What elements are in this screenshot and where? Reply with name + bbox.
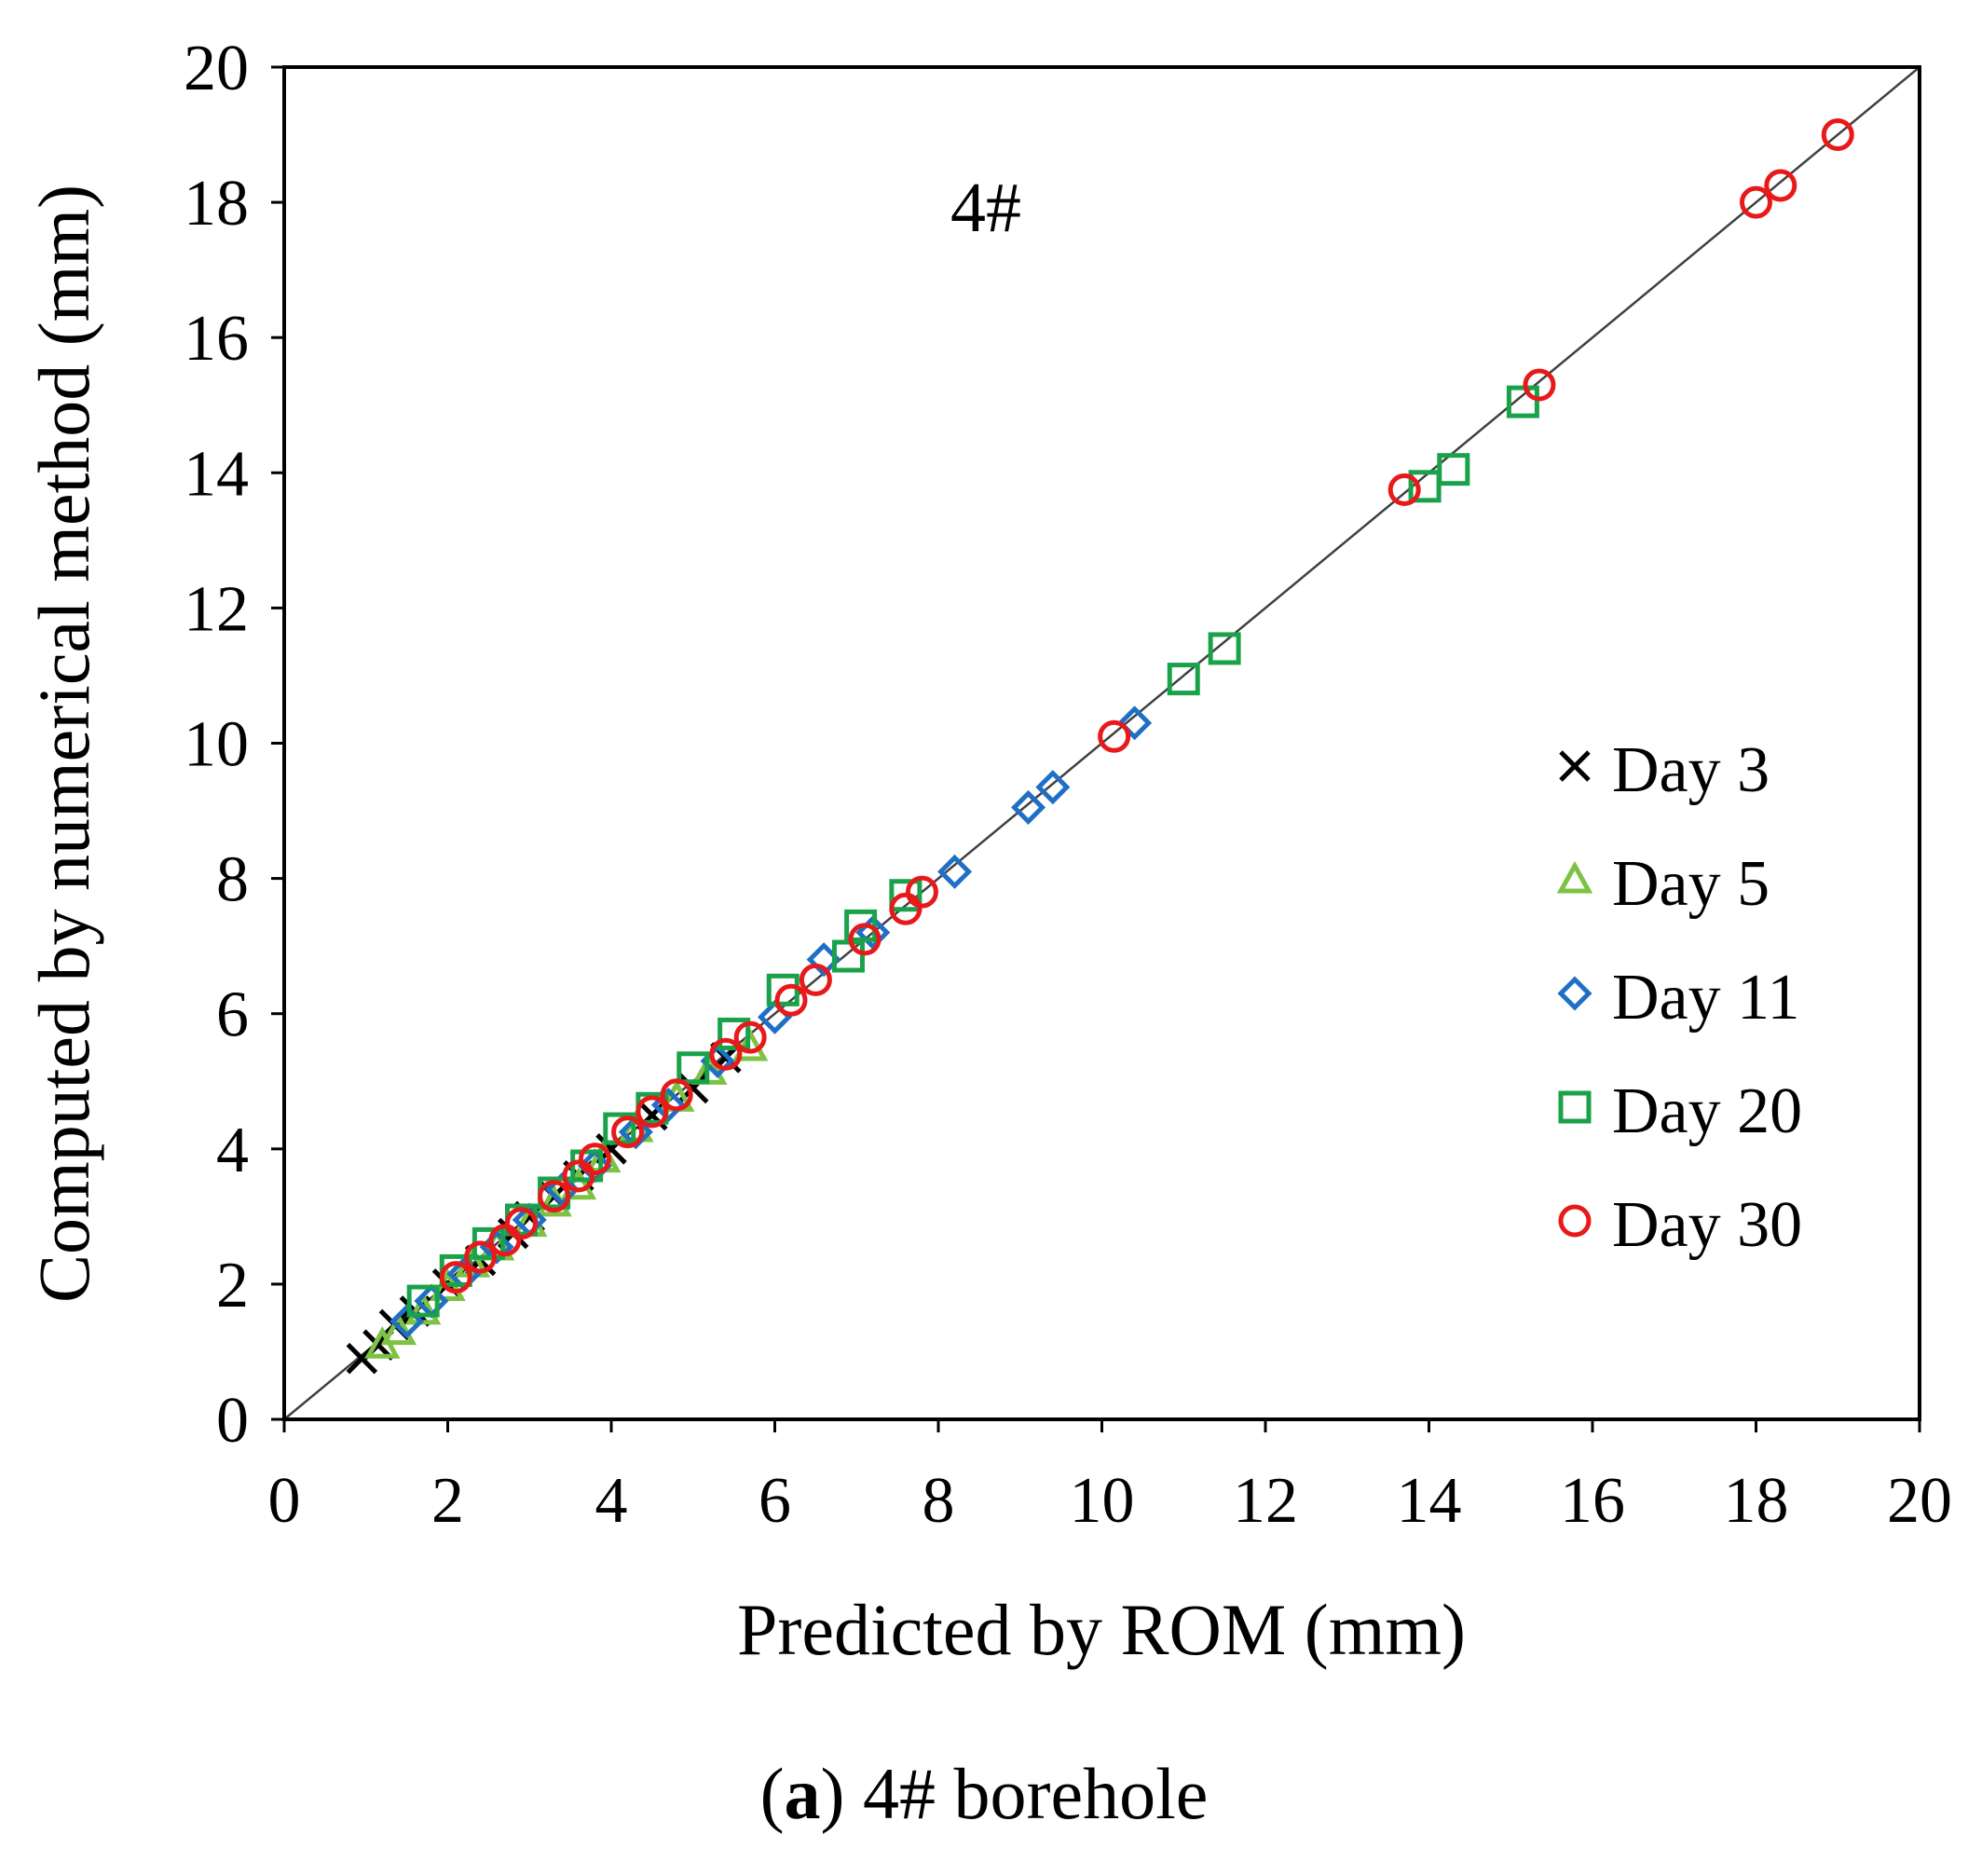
point-day-30 — [562, 1159, 595, 1193]
legend-label: Day 30 — [1612, 1189, 1802, 1261]
point-day-30 — [578, 1143, 611, 1176]
legend-item-day-11: Day 11 — [1557, 962, 1800, 1034]
x-tick-label: 8 — [922, 1465, 955, 1537]
point-day-30 — [848, 923, 882, 956]
figure-caption: (a) 4# borehole — [759, 1753, 1209, 1834]
point-day-30 — [709, 1037, 743, 1071]
legend-label: Day 5 — [1612, 848, 1770, 920]
point-day-5 — [404, 1292, 442, 1325]
x-tick-label: 14 — [1397, 1465, 1462, 1537]
point-day-30 — [660, 1078, 693, 1112]
x-tick-label: 20 — [1887, 1465, 1952, 1537]
y-tick-label: 6 — [216, 979, 249, 1051]
point-day-30 — [636, 1095, 669, 1129]
x-tick-label: 2 — [431, 1465, 464, 1537]
series-day-20 — [406, 385, 1539, 1318]
point-day-30 — [1098, 719, 1131, 753]
y-tick-label: 16 — [184, 303, 249, 375]
caption-text: 4# borehole — [863, 1753, 1209, 1834]
x-tick-label: 12 — [1233, 1465, 1298, 1537]
point-day-30 — [733, 1020, 767, 1054]
point-day-5 — [691, 1052, 728, 1085]
caption-label: a — [784, 1753, 821, 1834]
point-day-11 — [1035, 770, 1071, 805]
y-axis-ticks: 0 2 4 6 8 10 12 14 16 18 20 — [184, 33, 284, 1457]
y-tick-label: 14 — [184, 438, 249, 510]
point-day-11 — [757, 999, 793, 1034]
legend-label: Day 3 — [1612, 734, 1770, 806]
point-day-30 — [538, 1180, 571, 1213]
point-day-20 — [1506, 385, 1539, 418]
legend-item-day-3: Day 3 — [1559, 734, 1770, 806]
legend-item-day-30: Day 30 — [1558, 1189, 1802, 1261]
point-day-30 — [611, 1116, 645, 1149]
point-day-20 — [889, 879, 922, 912]
x-tick-label: 10 — [1070, 1465, 1135, 1537]
x-axis-ticks: 0 2 4 6 8 10 12 14 16 18 20 — [268, 1419, 1952, 1537]
point-day-20 — [831, 939, 865, 973]
point-day-30 — [905, 875, 938, 909]
point-day-20 — [676, 1051, 710, 1085]
legend: Day 3 Day 5 Day 11 Day 20 Day 30 — [1556, 734, 1802, 1261]
point-day-11 — [479, 1229, 514, 1265]
point-day-20 — [844, 909, 878, 942]
y-tick-label: 10 — [184, 709, 249, 781]
x-tick-label: 16 — [1560, 1465, 1625, 1537]
point-day-20 — [718, 1017, 751, 1050]
y-tick-label: 8 — [216, 844, 249, 916]
y-tick-label: 4 — [216, 1115, 249, 1186]
legend-marker-day-3 — [1559, 750, 1591, 782]
data-points-layer — [346, 118, 1854, 1375]
legend-item-day-5: Day 5 — [1556, 848, 1770, 920]
point-day-30 — [439, 1261, 472, 1294]
legend-marker-day-5 — [1556, 860, 1593, 894]
y-tick-label: 2 — [216, 1250, 249, 1321]
point-day-30 — [1387, 472, 1421, 506]
legend-marker-day-11 — [1557, 976, 1592, 1011]
point-day-30 — [1740, 185, 1772, 219]
point-day-30 — [799, 963, 832, 996]
point-day-30 — [1821, 118, 1854, 152]
legend-marker-day-30 — [1558, 1204, 1592, 1238]
panel-annotation: 4# — [950, 169, 1021, 247]
point-day-30 — [774, 983, 808, 1017]
point-day-30 — [488, 1224, 522, 1257]
x-tick-label: 4 — [595, 1465, 628, 1537]
x-tick-label: 18 — [1724, 1465, 1789, 1537]
legend-label: Day 11 — [1612, 962, 1800, 1034]
point-day-11 — [1010, 789, 1046, 825]
x-tick-label: 6 — [758, 1465, 791, 1537]
x-axis-title: Predicted by ROM (mm) — [737, 1589, 1466, 1670]
point-day-11 — [1117, 705, 1153, 741]
point-day-30 — [464, 1240, 498, 1274]
legend-label: Day 20 — [1612, 1075, 1802, 1147]
point-day-20 — [406, 1284, 440, 1318]
series-day-30 — [439, 118, 1854, 1294]
point-day-20 — [1408, 470, 1442, 503]
point-day-20 — [1208, 632, 1241, 665]
point-day-20 — [1437, 453, 1470, 486]
point-day-11 — [937, 854, 973, 889]
y-tick-label: 18 — [184, 168, 249, 240]
point-day-11 — [855, 915, 891, 951]
series-day-11 — [390, 705, 1153, 1339]
x-tick-label: 0 — [268, 1465, 301, 1537]
point-day-11 — [544, 1171, 580, 1207]
point-day-5 — [380, 1312, 417, 1346]
point-day-30 — [1523, 368, 1556, 402]
point-day-30 — [1764, 169, 1797, 202]
y-tick-label: 12 — [184, 573, 249, 645]
y-tick-label: 20 — [184, 33, 249, 104]
y-tick-label: 0 — [216, 1385, 249, 1457]
y-axis-title: Computed by numerical method (mm) — [23, 185, 104, 1303]
point-day-30 — [889, 892, 922, 925]
point-day-30 — [504, 1207, 538, 1240]
point-day-20 — [1167, 663, 1200, 696]
legend-marker-day-20 — [1558, 1090, 1592, 1124]
legend-item-day-20: Day 20 — [1558, 1075, 1802, 1147]
